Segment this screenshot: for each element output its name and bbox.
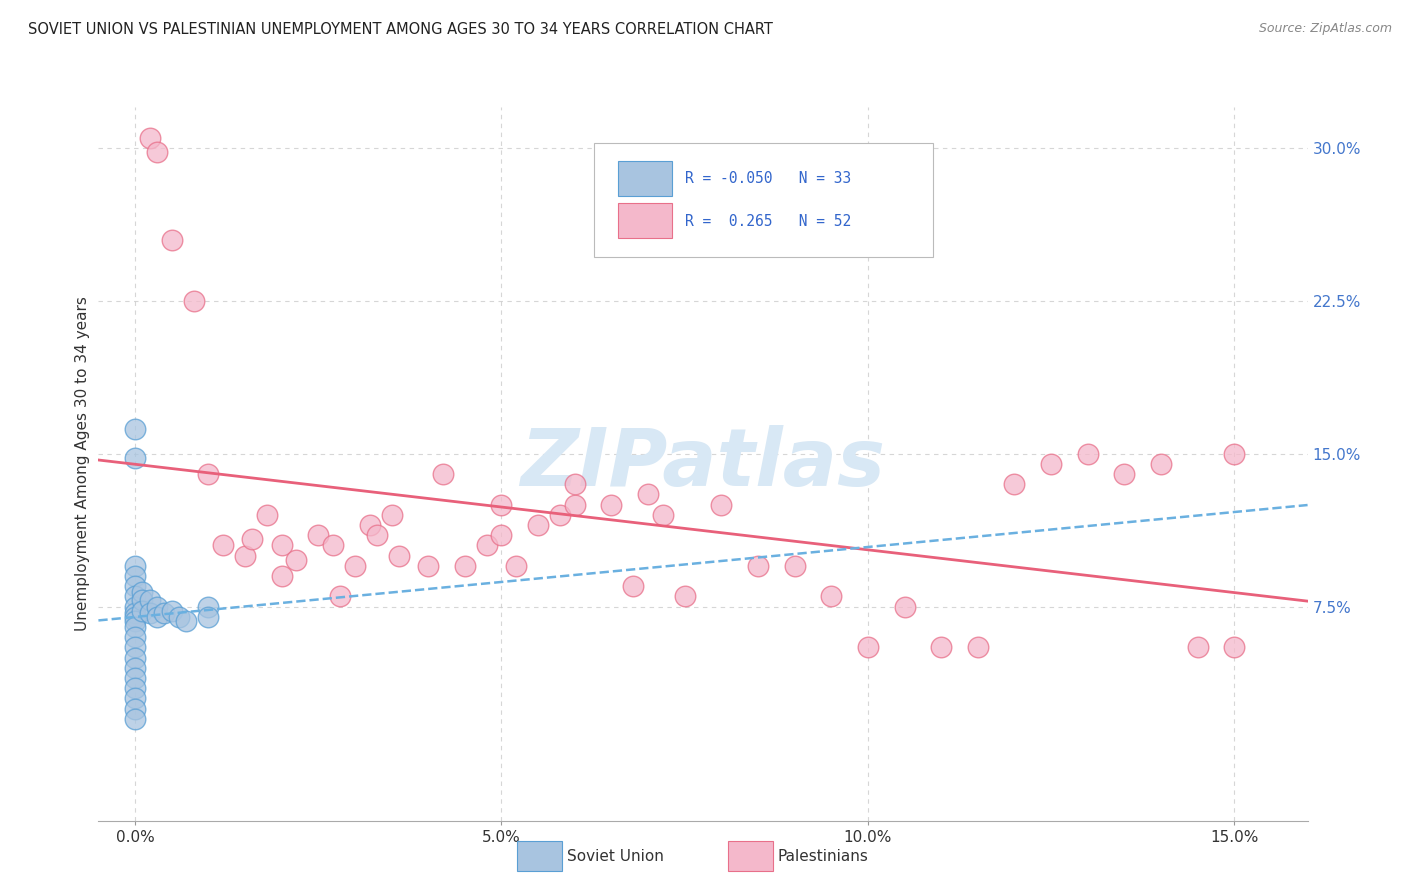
Point [564,477,586,491]
Point [388,549,411,563]
Text: ZIPatlas: ZIPatlas [520,425,886,503]
Point [124,712,146,726]
Point [673,590,696,604]
Point [380,508,402,522]
Text: R =  0.265   N = 52: R = 0.265 N = 52 [685,214,851,228]
Point [138,593,160,607]
Point [124,558,146,573]
Point [475,538,498,552]
Point [197,609,219,624]
Point [329,590,352,604]
Point [491,528,513,542]
Point [124,450,146,465]
Point [710,498,733,512]
Point [124,609,146,624]
Point [1114,467,1136,481]
Point [146,599,169,614]
Point [783,558,806,573]
Point [160,604,183,618]
Point [131,585,153,599]
Point [966,640,988,655]
Point [197,599,219,614]
Point [418,558,440,573]
Point [343,558,366,573]
Point [600,498,623,512]
Point [256,508,278,522]
Point [454,558,477,573]
Point [124,681,146,695]
Text: Soviet Union: Soviet Union [567,849,664,863]
Point [160,233,183,247]
Point [212,538,235,552]
Point [1004,477,1026,491]
Point [505,558,527,573]
Point [893,599,915,614]
Point [651,508,673,522]
Point [1077,447,1099,461]
Point [1150,457,1173,471]
Point [322,538,344,552]
Point [124,661,146,675]
Point [929,640,952,655]
Point [747,558,769,573]
Point [131,593,153,607]
Point [307,528,329,542]
Point [564,498,586,512]
Point [124,630,146,644]
Point [124,614,146,628]
Point [820,590,842,604]
Point [124,691,146,706]
Point [124,650,146,665]
Point [176,614,198,628]
Point [124,640,146,655]
Point [1040,457,1063,471]
Point [124,606,146,620]
Point [124,579,146,593]
Point [621,579,644,593]
Point [124,569,146,583]
Point [285,552,308,566]
Point [491,498,513,512]
Text: Palestinians: Palestinians [778,849,869,863]
Point [124,422,146,436]
Point [1223,640,1246,655]
Point [146,609,169,624]
FancyBboxPatch shape [619,203,672,238]
Point [1223,447,1246,461]
FancyBboxPatch shape [595,143,932,257]
Text: Source: ZipAtlas.com: Source: ZipAtlas.com [1258,22,1392,36]
Point [183,293,205,308]
Point [233,549,256,563]
Point [359,518,381,533]
Point [124,620,146,634]
Point [167,609,190,624]
Point [138,130,160,145]
Point [124,599,146,614]
Point [153,606,176,620]
Point [548,508,571,522]
Point [138,606,160,620]
FancyBboxPatch shape [619,161,672,195]
Point [124,671,146,685]
Y-axis label: Unemployment Among Ages 30 to 34 years: Unemployment Among Ages 30 to 34 years [75,296,90,632]
Point [1187,640,1209,655]
Point [240,533,263,547]
Point [432,467,454,481]
Point [270,538,292,552]
Text: R = -0.050   N = 33: R = -0.050 N = 33 [685,171,851,186]
Point [197,467,219,481]
Point [146,145,169,159]
Point [366,528,388,542]
Point [637,487,659,501]
Text: SOVIET UNION VS PALESTINIAN UNEMPLOYMENT AMONG AGES 30 TO 34 YEARS CORRELATION C: SOVIET UNION VS PALESTINIAN UNEMPLOYMENT… [28,22,773,37]
Point [124,590,146,604]
Point [856,640,879,655]
Point [124,701,146,715]
Point [527,518,550,533]
Point [270,569,292,583]
Point [131,604,153,618]
